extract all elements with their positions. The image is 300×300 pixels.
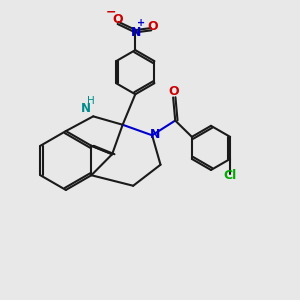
Text: H: H <box>87 96 94 106</box>
Text: N: N <box>150 128 160 140</box>
Text: N: N <box>130 26 141 38</box>
Text: O: O <box>169 85 179 98</box>
Text: +: + <box>137 18 145 28</box>
Text: N: N <box>81 102 91 115</box>
Text: O: O <box>112 13 122 26</box>
Text: −: − <box>106 6 117 19</box>
Text: Cl: Cl <box>224 169 237 182</box>
Text: O: O <box>147 20 158 34</box>
